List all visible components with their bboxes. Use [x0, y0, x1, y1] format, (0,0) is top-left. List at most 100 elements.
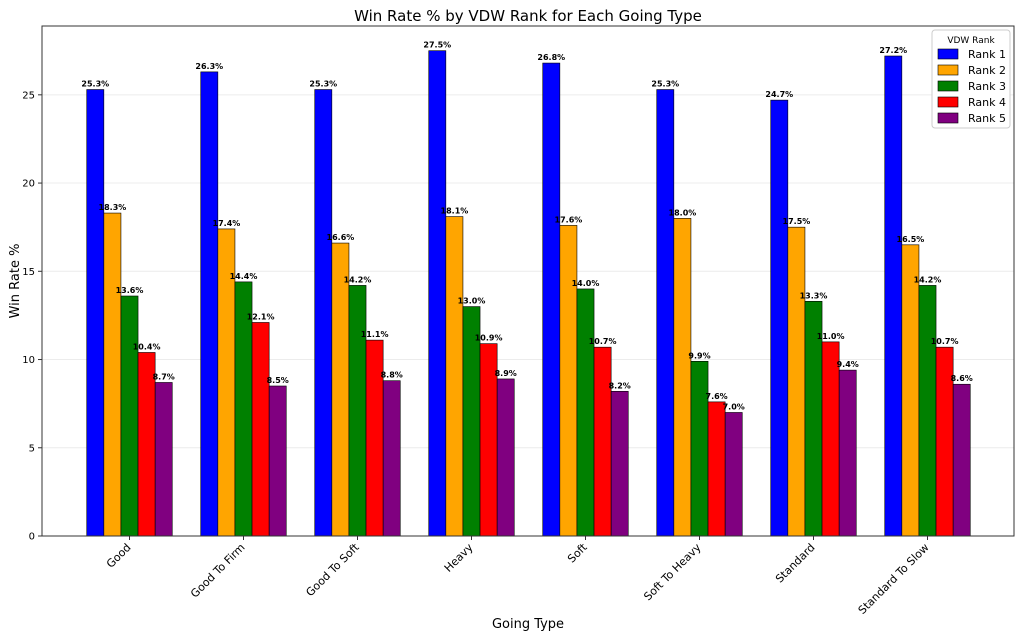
legend-title: VDW Rank [947, 36, 995, 46]
legend-entry: Rank 5 [968, 112, 1006, 125]
x-axis: Good Good To Firm Good To Soft Heavy Soft Sof… [104, 536, 932, 617]
bar [86, 89, 105, 537]
data-label: 24.7% [765, 90, 793, 99]
data-label: 13.0% [458, 297, 486, 306]
legend-entry: Rank 4 [968, 96, 1006, 109]
data-label: 17.5% [783, 217, 811, 226]
bar [952, 383, 971, 537]
y-tick-label: 15 [22, 267, 35, 278]
data-label: 8.6% [951, 374, 973, 383]
x-tick-label: Soft To Heavy [641, 541, 704, 604]
data-label: 10.9% [475, 334, 503, 343]
y-tick-label: 5 [29, 443, 35, 454]
legend-swatch [937, 96, 959, 108]
bar [382, 380, 401, 537]
legend-swatch [937, 48, 959, 60]
data-label: 13.6% [116, 286, 144, 295]
grid-lines [42, 94, 1014, 537]
data-label: 17.4% [213, 219, 241, 228]
data-label: 16.6% [327, 233, 355, 242]
bar [200, 71, 219, 537]
bar [821, 341, 840, 537]
data-label: 25.3% [651, 80, 679, 89]
bar [656, 89, 675, 537]
x-tick-label: Heavy [442, 541, 476, 575]
data-label: 14.2% [914, 275, 942, 284]
bar [542, 62, 561, 537]
legend-entry: Rank 3 [968, 80, 1006, 93]
data-label: 13.3% [800, 291, 828, 300]
bar [559, 225, 578, 537]
data-label: 11.0% [817, 332, 845, 341]
bar [576, 288, 595, 537]
x-tick-label: Soft [565, 540, 590, 565]
data-label: 7.6% [706, 392, 728, 401]
bar [251, 322, 270, 537]
legend-swatch [937, 64, 959, 76]
y-axis-label: Win Rate % [8, 244, 23, 319]
bar [428, 50, 447, 537]
data-label: 14.2% [344, 275, 372, 284]
x-axis-label: Going Type [492, 617, 564, 632]
data-label: 8.2% [609, 381, 631, 390]
bar [120, 295, 139, 537]
data-label: 9.9% [688, 351, 710, 360]
x-tick-label: Good To Soft [303, 540, 362, 599]
y-tick-label: 20 [22, 179, 35, 190]
bar [154, 382, 173, 537]
data-label: 11.1% [361, 330, 389, 339]
chart-title: Win Rate % by VDW Rank for Each Going Ty… [354, 7, 702, 25]
data-label: 18.1% [441, 207, 469, 216]
data-label: 8.5% [267, 376, 289, 385]
data-label: 9.4% [837, 360, 859, 369]
x-tick-label: Standard To Slow [856, 541, 932, 617]
data-label: 8.7% [153, 372, 175, 381]
data-label: 7.0% [723, 402, 745, 411]
data-label: 17.6% [555, 215, 583, 224]
data-label: 10.7% [931, 337, 959, 346]
bar [331, 242, 350, 537]
data-label: 25.3% [81, 80, 109, 89]
bar [673, 218, 692, 537]
data-label: 26.3% [195, 62, 223, 71]
bar [787, 226, 806, 537]
x-tick-label: Standard [773, 541, 818, 586]
data-label: 14.0% [572, 279, 600, 288]
data-label: 27.5% [423, 41, 451, 50]
bar [707, 401, 726, 537]
bar [314, 89, 333, 537]
data-label: 16.5% [897, 235, 925, 244]
data-label: 14.4% [230, 272, 258, 281]
legend-swatch [937, 80, 959, 92]
data-label: 10.4% [133, 342, 161, 351]
data-label: 12.1% [247, 312, 275, 321]
bar [496, 378, 515, 537]
bar [103, 212, 122, 537]
data-label: 18.0% [669, 208, 697, 217]
y-tick-label: 10 [22, 355, 35, 366]
bar [593, 346, 612, 537]
bar [884, 55, 903, 537]
data-label: 27.2% [879, 46, 907, 55]
bar [838, 369, 857, 537]
data-label: 26.8% [537, 53, 565, 62]
data-label: 8.8% [381, 371, 403, 380]
data-label: 8.9% [495, 369, 517, 378]
legend: VDW Rank Rank 1 Rank 2 Rank 3 Rank 4 Rank 5 [931, 29, 1011, 129]
bar [918, 285, 937, 537]
bar [348, 285, 367, 537]
bar [690, 360, 709, 537]
data-label: 18.3% [99, 203, 127, 212]
bars [86, 50, 971, 537]
y-tick-label: 25 [22, 90, 35, 101]
plot-area-frame [41, 25, 1015, 537]
legend-entry: Rank 2 [968, 64, 1006, 77]
bar [724, 412, 743, 537]
x-tick-label: Good To Firm [188, 541, 248, 601]
legend-entry: Rank 1 [968, 48, 1006, 61]
y-axis: 0 5 10 15 20 25 [22, 90, 42, 543]
data-labels: 25.3% 18.3% 13.6% 10.4% 8.7% 26.3% 17.4% 14.4% 1… [81, 41, 972, 412]
bar [901, 244, 920, 537]
